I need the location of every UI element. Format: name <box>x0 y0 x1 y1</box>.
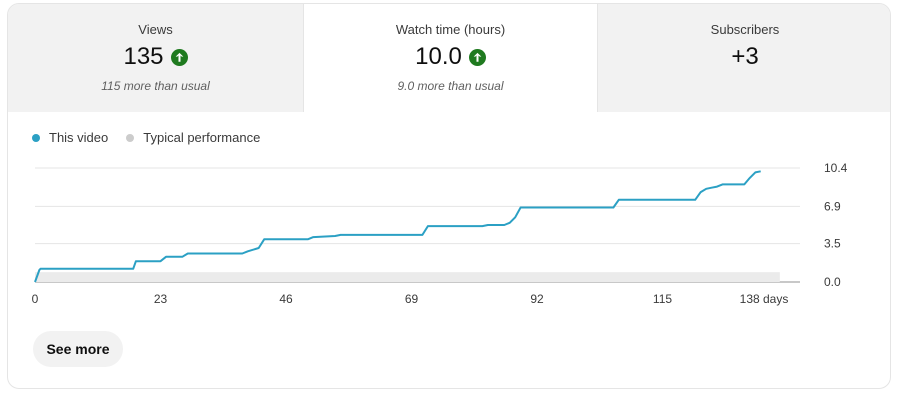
watch-time-chart: 0.0 3.5 6.9 10.4 0 23 46 69 92 115 138 days <box>32 161 848 306</box>
legend-label: This video <box>49 130 109 145</box>
metric-note: 115 more than usual <box>101 79 210 93</box>
y-tick-label: 10.4 <box>824 161 848 175</box>
chart-legend: This video Typical performance <box>32 130 278 145</box>
this-video-line <box>34 170 761 283</box>
x-tick-label: 23 <box>154 292 168 306</box>
see-more-button[interactable]: See more <box>33 331 123 367</box>
y-tick-label: 0.0 <box>824 275 841 289</box>
arrow-up-circle-icon <box>468 48 486 66</box>
arrow-up-circle-icon <box>170 48 188 66</box>
x-tick-label: 115 <box>653 292 672 306</box>
x-tick-label: 69 <box>405 292 419 306</box>
metric-note: 9.0 more than usual <box>397 79 504 93</box>
legend-item-typical: Typical performance <box>126 130 260 145</box>
y-tick-label: 6.9 <box>824 199 841 213</box>
metric-value: 10.0 <box>415 43 462 70</box>
legend-label: Typical performance <box>143 130 261 145</box>
metric-tab-subscribers[interactable]: Subscribers +3 <box>598 4 890 112</box>
metric-tab-watch-time[interactable]: Watch time (hours) 10.0 9.0 more than us… <box>303 4 598 112</box>
metric-tab-views[interactable]: Views 135 115 more than usual <box>8 4 303 112</box>
metric-label: Views <box>138 22 173 37</box>
legend-dot-icon <box>126 133 135 142</box>
metrics-tabs: Views 135 115 more than usual Watch time… <box>8 4 890 112</box>
y-tick-label: 3.5 <box>824 237 841 251</box>
x-tick-label: 0 <box>32 292 39 306</box>
legend-item-this-video: This video <box>32 130 108 145</box>
metric-label: Subscribers <box>710 22 780 37</box>
metric-value: 135 <box>123 43 164 70</box>
legend-dot-icon <box>32 133 40 142</box>
video-analytics-card: Views 135 115 more than usual Watch time… <box>7 3 891 389</box>
x-tick-label: 46 <box>279 292 293 306</box>
x-tick-label: 138 days <box>740 292 789 306</box>
typical-performance-band <box>35 272 780 282</box>
metric-value: +3 <box>731 43 759 70</box>
metric-label: Watch time (hours) <box>395 22 506 37</box>
x-tick-label: 92 <box>530 292 544 306</box>
